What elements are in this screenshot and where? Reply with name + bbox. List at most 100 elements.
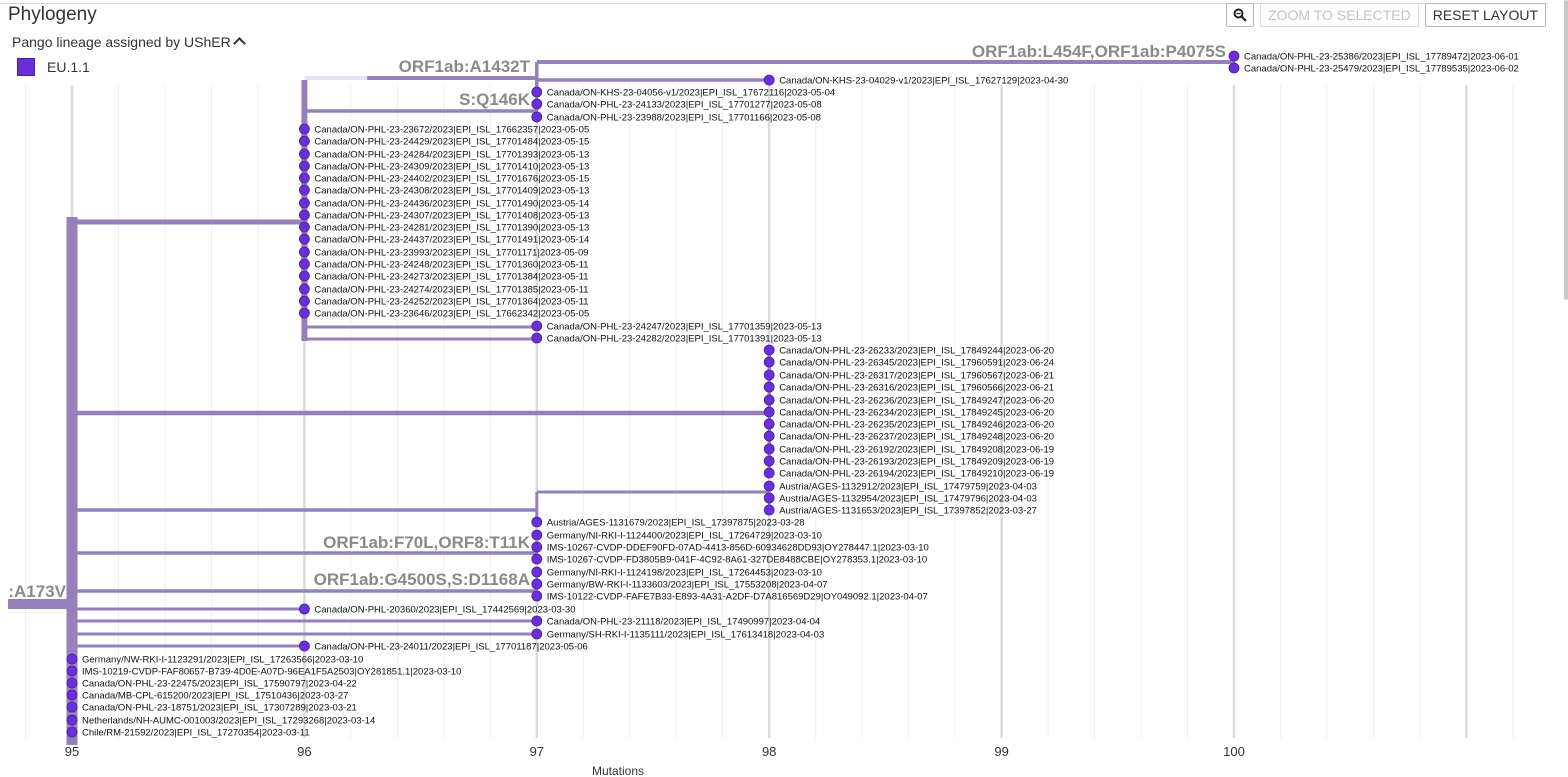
leaf-label: Canada/ON-PHL-23-24437/2023|EPI_ISL_1770… bbox=[314, 235, 589, 246]
leaf-label: Canada/ON-PHL-23-24252/2023|EPI_ISL_1770… bbox=[314, 297, 588, 308]
leaf-label: Germany/NI-RKI-I-1124198/2023|EPI_ISL_17… bbox=[547, 568, 822, 579]
axis-tick-label: 98 bbox=[762, 744, 776, 759]
leaf-node[interactable] bbox=[531, 332, 543, 344]
leaf-label: Canada/ON-PHL-23-24281/2023|EPI_ISL_1770… bbox=[314, 223, 589, 234]
mutation-label: :A173V bbox=[8, 582, 66, 601]
leaf-node[interactable] bbox=[763, 74, 775, 86]
legend-title-text: Pango lineage assigned by UShER bbox=[12, 34, 231, 50]
leaf-label: Canada/ON-PHL-23-21118/2023|EPI_ISL_1749… bbox=[547, 617, 820, 628]
axis-tick-label: 99 bbox=[994, 744, 1008, 759]
leaf-node[interactable] bbox=[531, 628, 543, 640]
reset-layout-button[interactable]: RESET LAYOUT bbox=[1424, 3, 1546, 27]
leaf-node[interactable] bbox=[298, 135, 310, 147]
leaf-label: Canada/ON-PHL-23-23988/2023|EPI_ISL_1770… bbox=[547, 113, 821, 124]
mutation-label: ORF1ab:F70L,ORF8:T11K bbox=[323, 533, 531, 552]
leaf-node[interactable] bbox=[763, 369, 775, 381]
leaf-label: Canada/ON-PHL-23-24133/2023|EPI_ISL_1770… bbox=[547, 100, 822, 111]
leaf-node[interactable] bbox=[763, 492, 775, 504]
leaf-label: Canada/MB-CPL-615200/2023|EPI_ISL_175104… bbox=[82, 691, 348, 702]
legend-title[interactable]: Pango lineage assigned by UShER bbox=[12, 34, 246, 50]
toolbar: ZOOM TO SELECTED RESET LAYOUT bbox=[1226, 3, 1546, 27]
leaf-node[interactable] bbox=[298, 221, 310, 233]
leaf-label: Austria/AGES-1131679/2023|EPI_ISL_173978… bbox=[547, 518, 805, 529]
leaf-node[interactable] bbox=[763, 418, 775, 430]
magnifier-icon bbox=[1233, 8, 1247, 22]
leaf-node[interactable] bbox=[298, 258, 310, 270]
leaf-label: Austria/AGES-1131653/2023|EPI_ISL_173978… bbox=[779, 506, 1037, 517]
leaf-node[interactable] bbox=[298, 283, 310, 295]
leaf-label: Canada/ON-PHL-23-26317/2023|EPI_ISL_1796… bbox=[779, 371, 1054, 382]
leaf-label: Canada/ON-PHL-23-26345/2023|EPI_ISL_1796… bbox=[779, 358, 1054, 369]
leaf-node[interactable] bbox=[763, 480, 775, 492]
leaf-node[interactable] bbox=[298, 603, 310, 615]
leaf-label: Canada/ON-PHL-23-24308/2023|EPI_ISL_1770… bbox=[314, 186, 589, 197]
leaf-node[interactable] bbox=[66, 677, 78, 689]
zoom-button[interactable] bbox=[1226, 3, 1255, 27]
leaf-node[interactable] bbox=[763, 443, 775, 455]
leaf-node[interactable] bbox=[531, 529, 543, 541]
leaf-node[interactable] bbox=[531, 615, 543, 627]
leaf-node[interactable] bbox=[298, 270, 310, 282]
mutation-label: ORF1ab:L454F,ORF1ab:P4075S bbox=[972, 42, 1226, 61]
leaf-node[interactable] bbox=[531, 98, 543, 110]
leaf-label: Canada/ON-PHL-23-24309/2023|EPI_ISL_1770… bbox=[314, 162, 589, 173]
leaf-node[interactable] bbox=[66, 665, 78, 677]
panel-top-border bbox=[0, 3, 1548, 4]
leaf-node[interactable] bbox=[298, 160, 310, 172]
leaf-node[interactable] bbox=[763, 394, 775, 406]
leaf-label: Canada/ON-PHL-23-26235/2023|EPI_ISL_1784… bbox=[779, 420, 1054, 431]
zoom-to-selected-button[interactable]: ZOOM TO SELECTED bbox=[1260, 3, 1419, 27]
leaf-node[interactable] bbox=[298, 197, 310, 209]
leaf-label: Canada/ON-PHL-23-24282/2023|EPI_ISL_1770… bbox=[547, 334, 822, 345]
leaf-label: IMS-10267-CVDP-DDEF90FD-07AD-4413-856D-6… bbox=[547, 543, 929, 554]
leaf-node[interactable] bbox=[298, 209, 310, 221]
legend-item-eu-1-1[interactable]: EU.1.1 bbox=[17, 58, 90, 76]
leaf-node[interactable] bbox=[66, 726, 78, 738]
leaf-node[interactable] bbox=[531, 590, 543, 602]
leaf-label: Canada/ON-PHL-23-24011/2023|EPI_ISL_1770… bbox=[314, 642, 587, 653]
leaf-node[interactable] bbox=[763, 504, 775, 516]
leaf-node[interactable] bbox=[298, 246, 310, 258]
leaf-label: Canada/ON-PHL-23-26193/2023|EPI_ISL_1784… bbox=[779, 457, 1054, 468]
vertical-scrollbar[interactable] bbox=[1564, 0, 1568, 300]
leaf-node[interactable] bbox=[763, 455, 775, 467]
mutation-label: ORF1ab:G4500S,S:D1168A bbox=[314, 570, 530, 589]
leaf-node[interactable] bbox=[763, 467, 775, 479]
leaf-node[interactable] bbox=[298, 123, 310, 135]
leaf-node[interactable] bbox=[531, 553, 543, 565]
leaf-node[interactable] bbox=[531, 320, 543, 332]
leaf-node[interactable] bbox=[298, 148, 310, 160]
leaf-node[interactable] bbox=[66, 653, 78, 665]
axis-tick-label: 100 bbox=[1223, 744, 1245, 759]
leaf-node[interactable] bbox=[763, 406, 775, 418]
leaf-label: IMS-10122-CVDP-FAFE7B33-E893-4A31-A2DF-D… bbox=[547, 592, 928, 603]
leaf-node[interactable] bbox=[763, 356, 775, 368]
leaf-node[interactable] bbox=[531, 516, 543, 528]
leaf-label: Canada/ON-PHL-23-26316/2023|EPI_ISL_1796… bbox=[779, 383, 1054, 394]
leaf-node[interactable] bbox=[66, 714, 78, 726]
leaf-label: Germany/SH-RKI-I-1135111/2023|EPI_ISL_17… bbox=[547, 630, 824, 641]
leaf-node[interactable] bbox=[531, 111, 543, 123]
leaf-node[interactable] bbox=[298, 184, 310, 196]
axis-tick-label: 95 bbox=[65, 744, 79, 759]
leaf-label: Germany/NW-RKI-I-1123291/2023|EPI_ISL_17… bbox=[82, 655, 363, 666]
leaf-node[interactable] bbox=[531, 578, 543, 590]
leaf-node[interactable] bbox=[298, 172, 310, 184]
leaf-node[interactable] bbox=[66, 701, 78, 713]
leaf-node[interactable] bbox=[763, 430, 775, 442]
leaf-node[interactable] bbox=[298, 307, 310, 319]
leaf-node[interactable] bbox=[763, 344, 775, 356]
leaf-node[interactable] bbox=[1228, 50, 1240, 62]
leaf-node[interactable] bbox=[1228, 62, 1240, 74]
leaf-node[interactable] bbox=[531, 566, 543, 578]
leaf-node[interactable] bbox=[763, 381, 775, 393]
leaf-node[interactable] bbox=[531, 541, 543, 553]
leaf-node[interactable] bbox=[298, 233, 310, 245]
leaf-node[interactable] bbox=[66, 689, 78, 701]
axis-tick-label: 96 bbox=[297, 744, 311, 759]
leaf-node[interactable] bbox=[298, 640, 310, 652]
leaf-node[interactable] bbox=[531, 86, 543, 98]
leaf-label: Canada/ON-PHL-23-26194/2023|EPI_ISL_1784… bbox=[779, 469, 1054, 480]
leaf-node[interactable] bbox=[298, 295, 310, 307]
